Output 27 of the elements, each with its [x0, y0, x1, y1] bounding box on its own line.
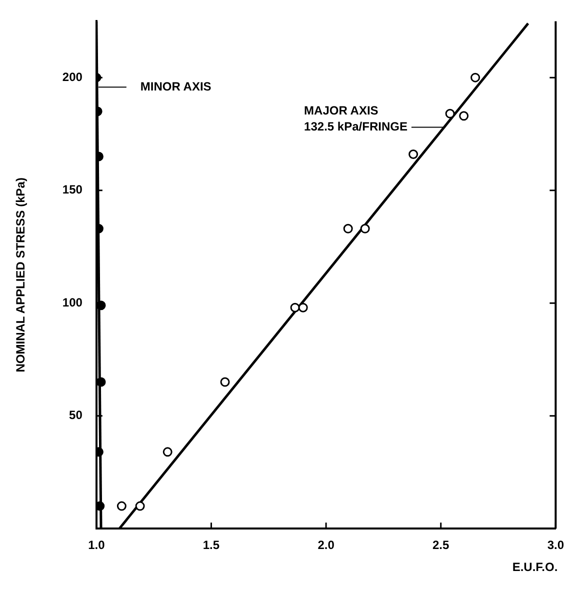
- y-tick-label: 200: [62, 70, 83, 84]
- point: [220, 377, 230, 387]
- x-tick-label: 2.0: [318, 538, 335, 552]
- point: [162, 447, 172, 457]
- annotation: MAJOR AXIS 132.5 kPa/FRINGE: [304, 104, 408, 134]
- point: [96, 501, 105, 511]
- point: [298, 302, 308, 312]
- point: [470, 72, 480, 82]
- y-tick-label: 150: [62, 182, 83, 197]
- x-tick-label: 2.5: [432, 538, 450, 552]
- y-tick-label: 50: [69, 408, 83, 422]
- y-tick-label: 100: [62, 295, 83, 310]
- annotation: MINOR AXIS: [140, 79, 212, 94]
- point: [360, 224, 370, 234]
- point: [445, 108, 455, 118]
- point: [135, 501, 145, 511]
- point: [290, 302, 300, 312]
- point: [116, 501, 126, 511]
- y-axis-title: NOMINAL APPLIED STRESS (kPa): [14, 178, 28, 372]
- x-axis-title: E.U.F.O.: [512, 560, 558, 574]
- point: [96, 447, 104, 457]
- point: [408, 150, 418, 159]
- x-tick-label: 1.5: [202, 538, 220, 552]
- point: [343, 224, 353, 234]
- x-tick-label: 1.0: [88, 538, 106, 552]
- x-tick-label: 3.0: [547, 538, 564, 552]
- point: [459, 111, 469, 121]
